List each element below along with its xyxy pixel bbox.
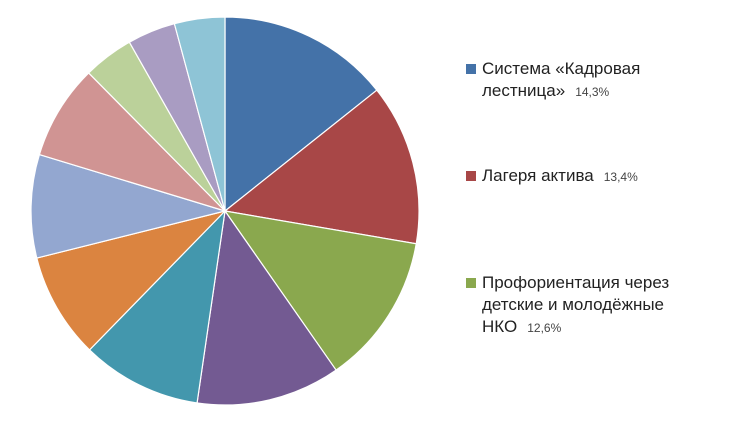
pie-slice-4 xyxy=(196,209,337,406)
legend-swatch xyxy=(466,278,476,288)
legend-label-line: Система «Кадровая xyxy=(482,59,641,78)
pie-slice-1 xyxy=(224,16,378,213)
legend-swatch xyxy=(466,171,476,181)
pie-slice-5 xyxy=(88,209,226,404)
legend-label-line: Профориентация через xyxy=(482,273,670,292)
pie-slice-7 xyxy=(30,153,228,259)
legend-label-line: детские и молодёжные xyxy=(482,295,665,314)
legend-label-line: НКО xyxy=(482,317,518,336)
pie-slice-2 xyxy=(223,89,420,245)
legend-percent: 13,4% xyxy=(603,170,638,184)
pie-slice-8 xyxy=(38,72,226,212)
legend-swatch xyxy=(466,64,476,74)
legend-percent: 12,6% xyxy=(527,321,562,335)
pie-slice-11 xyxy=(173,16,226,212)
legend-percent: 14,3% xyxy=(575,85,610,99)
legend-label-line: Лагеря актива xyxy=(482,166,594,185)
pie-slice-3 xyxy=(223,210,417,371)
pie-slice-6 xyxy=(36,209,227,351)
legend-label-line: лестница» xyxy=(482,81,566,100)
